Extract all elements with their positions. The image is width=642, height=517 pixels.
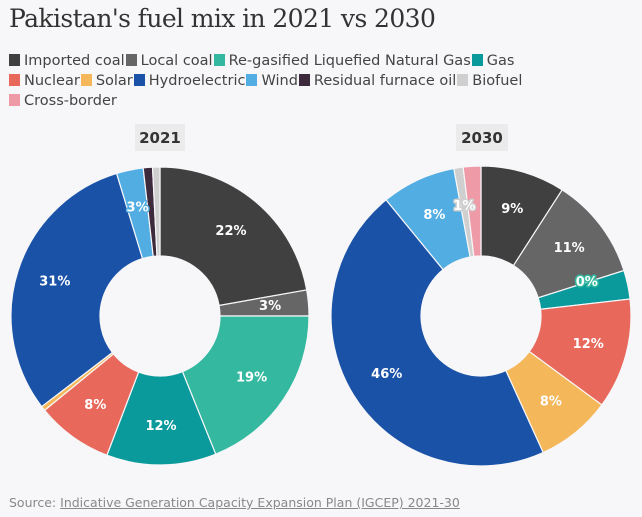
legend-item: Hydroelectric: [133, 71, 246, 91]
legend-swatch: [9, 54, 20, 66]
data-label: 3%: [127, 200, 149, 215]
legend-item: Solar: [80, 71, 133, 91]
legend-swatch: [125, 54, 137, 66]
legend-label: Imported coal: [24, 53, 125, 69]
legend-label: Re-gasified Liquefied Natural Gas: [228, 53, 471, 69]
legend-item: Local coal: [125, 51, 213, 71]
legend-label: Cross-border: [24, 93, 117, 109]
data-label: 46%: [371, 367, 402, 382]
legend-item: Biofuel: [457, 71, 522, 91]
data-label: 31%: [39, 275, 70, 290]
year-label-2030: 2030: [461, 129, 503, 147]
chart-title: Pakistan's fuel mix in 2021 vs 2030: [9, 4, 436, 33]
legend-swatch: [298, 74, 310, 86]
legend-label: Nuclear: [24, 73, 80, 89]
legend-label: Wind: [261, 73, 298, 89]
data-label: 12%: [145, 419, 176, 434]
legend-label: Residual furnace oil: [313, 73, 457, 89]
legend-item: Re-gasified Liquefied Natural Gas: [213, 51, 471, 71]
donut-2021: 2021 22% 3% 19% 12% 8% 31% 3%: [10, 124, 310, 466]
year-label-box-2030: [456, 124, 508, 151]
data-label: 8%: [423, 208, 445, 223]
source-note: Source: Indicative Generation Capacity E…: [9, 495, 460, 510]
legend-label: Gas: [486, 53, 515, 69]
data-label: 9%: [501, 202, 523, 217]
legend-swatch: [471, 54, 483, 66]
legend-item: Wind: [246, 71, 298, 91]
legend: Imported coal Local coal Re-gasified Lique…: [9, 51, 639, 111]
year-label-box-2021: [135, 124, 185, 151]
legend-item: Residual furnace oil: [298, 71, 457, 91]
legend-label: Biofuel: [472, 73, 523, 89]
data-label: 0%: [576, 275, 598, 290]
source-link[interactable]: Indicative Generation Capacity Expansion…: [60, 495, 460, 510]
legend-swatch: [9, 94, 20, 106]
legend-swatch: [9, 74, 20, 86]
legend-label: Local coal: [140, 53, 213, 69]
legend-swatch: [246, 74, 258, 86]
source-prefix: Source:: [9, 495, 57, 510]
donut-2030: 2030 9% 11% 0% 12% 8% 46% 8% 1%: [330, 124, 632, 467]
data-label: 12%: [573, 337, 604, 352]
slice-biofuel: [151, 166, 161, 257]
slice-re-gasified-liquefied-natural-gas: [181, 315, 310, 455]
data-label: 3%: [259, 299, 281, 314]
data-label: 19%: [236, 370, 267, 385]
slice-imported-coal: [159, 166, 308, 307]
data-label: 22%: [215, 224, 246, 239]
data-label: 11%: [554, 241, 585, 256]
legend-item: Nuclear: [9, 71, 80, 91]
legend-swatch: [80, 74, 92, 86]
legend-item: Gas: [471, 51, 515, 71]
legend-swatch: [457, 74, 469, 86]
data-label: 8%: [540, 395, 562, 410]
year-label-2021: 2021: [139, 129, 181, 147]
legend-swatch: [213, 54, 225, 66]
legend-label: Hydroelectric: [148, 73, 246, 89]
slice-hydroelectric: [10, 172, 144, 408]
data-label: 1%: [453, 199, 475, 214]
data-label: 8%: [84, 398, 106, 413]
slice-hydroelectric: [330, 198, 544, 467]
legend-swatch: [133, 74, 145, 86]
legend-item: Imported coal: [9, 51, 125, 71]
legend-label: Solar: [95, 73, 133, 89]
legend-item: Cross-border: [9, 91, 117, 111]
slice-cross-border: [462, 165, 482, 258]
